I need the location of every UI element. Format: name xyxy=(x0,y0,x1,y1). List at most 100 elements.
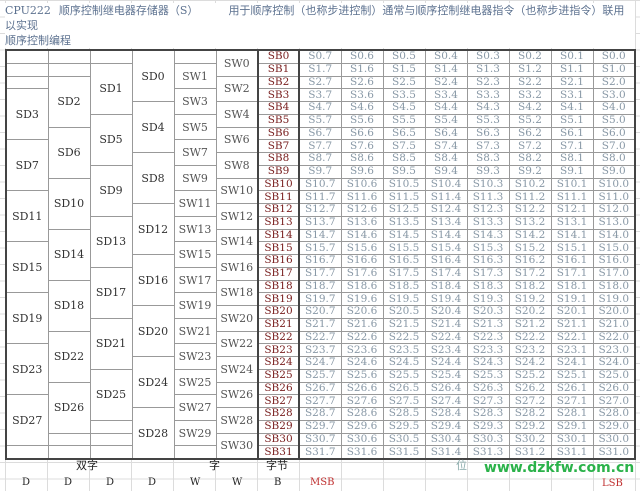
bit-cell: S27.0 xyxy=(592,394,636,408)
bit-cell: S25.4 xyxy=(424,368,468,383)
bit-cell: S23.4 xyxy=(424,343,468,357)
bit-cell: S25.5 xyxy=(382,368,426,383)
empty-cell xyxy=(89,419,133,434)
bit-cell: S15.2 xyxy=(508,241,552,255)
bit-cell: S25.6 xyxy=(340,368,384,383)
bit-cell: S29.5 xyxy=(382,419,426,434)
bit-cell: S13.1 xyxy=(550,215,594,230)
bit-cell: S19.3 xyxy=(466,292,510,306)
bit-cell: S28.0 xyxy=(592,407,636,421)
bit-cell: S15.3 xyxy=(466,241,510,255)
empty-cell xyxy=(173,445,217,460)
double-word-cell: SD12 xyxy=(131,203,175,255)
bit-cell: S26.1 xyxy=(550,381,594,396)
bit-cell: S3.2 xyxy=(508,88,552,102)
empty-cell xyxy=(89,49,133,64)
bit-cell: S20.6 xyxy=(340,305,384,319)
word-cell: SW26 xyxy=(215,381,259,408)
bit-cell: S7.5 xyxy=(382,139,426,153)
bit-cell: S4.3 xyxy=(466,101,510,115)
bit-cell: S4.0 xyxy=(592,101,636,115)
bit-cell: S4.2 xyxy=(508,101,552,115)
bit-cell: S21.4 xyxy=(424,317,468,332)
bit-cell: S18.0 xyxy=(592,279,636,294)
bit-cell: S22.6 xyxy=(340,330,384,345)
bit-cell: S31.1 xyxy=(550,445,594,460)
bit-cell: S16.5 xyxy=(382,254,426,268)
bit-cell: S13.5 xyxy=(382,215,426,230)
bit-cell: S20.5 xyxy=(382,305,426,319)
word-cell: SW0 xyxy=(215,49,259,77)
bit-cell: S20.3 xyxy=(466,305,510,319)
byte-cell: SB2 xyxy=(257,75,300,90)
bit-cell: S14.0 xyxy=(592,228,636,243)
byte-cell: SB7 xyxy=(257,139,300,153)
bit-cell: S31.5 xyxy=(382,445,426,460)
bit-cell: S15.6 xyxy=(340,241,384,255)
bit-cell: S13.4 xyxy=(424,215,468,230)
bit-cell: S30.7 xyxy=(298,432,342,447)
bit-cell: S28.2 xyxy=(508,407,552,421)
byte-row: SD7 SW7 SB7 S7.7 S7.6 S7.5 S7.4 S7.3 S7.2 S7.1 S7.… xyxy=(5,139,636,192)
byte-row: SD0 SW0 SB0 S0.7 S0.6 S0.5 S0.4 S0.3 S0.2 S0.1 S0.… xyxy=(5,49,636,102)
byte-cell: SB5 xyxy=(257,113,300,128)
bit-cell: S2.7 xyxy=(298,75,342,90)
description: 用于顺序控制（也称步进控制）通常与顺序控制继电器指令（也称步进指令）联用以实现 xyxy=(5,4,625,32)
byte-row: SD16 SW16 SB16 S16.7 S16.6 S16.5 S16.4 S16.3 S16… xyxy=(6,254,636,306)
bit-cell: S24.1 xyxy=(550,356,594,370)
bit-cell: S8.6 xyxy=(340,152,384,166)
bit-cell: S11.4 xyxy=(424,190,468,204)
bit-cell: S28.7 xyxy=(298,407,342,421)
description-cont: 顺序控制编程 xyxy=(5,34,71,47)
word-cell: SW8 xyxy=(215,152,259,179)
bit-cell: S6.4 xyxy=(424,126,468,141)
bit-cell: S18.2 xyxy=(508,279,552,294)
bit-cell: S3.3 xyxy=(466,88,510,102)
bit-cell: S13.3 xyxy=(466,215,510,230)
double-word-cell: SD25 xyxy=(89,368,133,421)
bit-cell: S4.5 xyxy=(382,101,426,115)
double-word-cell: SD2 xyxy=(47,75,91,128)
bit-cell: S20.0 xyxy=(592,305,636,319)
bit-cell: S11.5 xyxy=(382,190,426,204)
bit-cell: S23.3 xyxy=(466,343,510,357)
byte-row: SD3 SW3 SB3 S3.7 S3.6 S3.5 S3.4 S3.3 S3.2 S3.1 S3.… xyxy=(5,88,636,141)
bit-cell: S29.0 xyxy=(592,419,636,434)
bit-cell: S12.3 xyxy=(466,203,510,217)
bit-cell: S31.4 xyxy=(424,445,468,460)
byte-cell: SB14 xyxy=(257,228,300,243)
bit-cell: S17.6 xyxy=(340,266,384,281)
bit-cell: S23.1 xyxy=(550,343,594,357)
byte-row: SD8 SW8 SB8 S8.7 S8.6 S8.5 S8.4 S8.3 S8.2 S8.1 S8.… xyxy=(6,152,636,204)
byte-cell: SB9 xyxy=(257,164,300,179)
bit-cell: S24.5 xyxy=(382,356,426,370)
memory-name: 顺序控制继电器存储器（S） xyxy=(58,4,199,17)
bit-cell: S4.6 xyxy=(340,101,384,115)
byte-row: SD2 SW2 SB2 S2.7 S2.6 S2.5 S2.4 S2.3 S2.2 S2.1 S2.… xyxy=(5,75,636,128)
bit-cell: S16.7 xyxy=(298,254,342,268)
word-cell: SW13 xyxy=(173,215,217,243)
bit-cell: S15.0 xyxy=(592,241,636,255)
double-word-cell: SD24 xyxy=(131,356,175,408)
bit-cell: S9.4 xyxy=(424,164,468,179)
bit-cell: S30.1 xyxy=(550,432,594,447)
double-word-cell: SD28 xyxy=(131,407,175,460)
byte-row: SD18 SW18 SB18 S18.7 S18.6 S18.5 S18.4 S18.3 S18… xyxy=(6,279,636,332)
bit-cell: S28.3 xyxy=(466,407,510,421)
bit-cell: S11.7 xyxy=(298,190,342,204)
bit-cell: S0.1 xyxy=(550,49,594,64)
bit-cell: S10.1 xyxy=(550,177,594,192)
word-cell: SW7 xyxy=(173,139,217,166)
word-cell: SW15 xyxy=(173,241,217,268)
bit-cell: S26.6 xyxy=(340,381,384,396)
byte-row: SW29 SB29 S29.7 S29.6 S29.5 S29.4 S29.3 S29.2 S2… xyxy=(6,419,636,447)
bit-cell: S23.6 xyxy=(340,343,384,357)
empty-cell xyxy=(89,445,133,460)
bit-cell: S8.3 xyxy=(466,152,510,166)
empty-cell xyxy=(5,49,49,64)
word-cell: SW24 xyxy=(215,356,259,383)
double-word-cell: SD16 xyxy=(131,254,175,306)
bit-cell: S1.4 xyxy=(424,62,468,77)
bit-cell: S5.6 xyxy=(340,113,384,128)
bit-cell: S27.6 xyxy=(340,394,384,408)
